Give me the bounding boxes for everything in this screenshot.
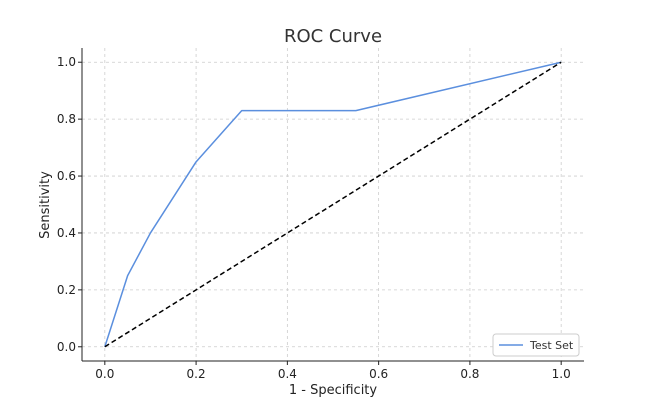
chart-title: ROC Curve <box>284 26 382 47</box>
series-line-test-set <box>104 61 562 347</box>
grid-lines <box>82 48 584 361</box>
legend: Test Set <box>492 333 580 357</box>
y-tick-label-5: 1.0 <box>57 55 76 69</box>
x-tick-label-1: 0.2 <box>187 367 206 381</box>
x-axis-label: 1 - Specificity <box>289 383 378 398</box>
y-tick-label-1: 0.2 <box>57 283 76 297</box>
x-tick-label-2: 0.4 <box>278 367 297 381</box>
axes <box>81 48 584 362</box>
y-tick-label-0: 0.0 <box>57 340 76 354</box>
x-tick-label-3: 0.6 <box>369 367 388 381</box>
y-tick-label-3: 0.6 <box>57 169 76 183</box>
x-tick-label-4: 0.8 <box>460 367 479 381</box>
legend-box <box>492 333 580 357</box>
ticks: 0.0 0.2 0.4 0.6 0.8 1.0 0.0 0.2 0.4 0.6 0.8 1.0 <box>57 55 571 381</box>
y-axis-label: Sensitivity <box>38 171 53 239</box>
x-tick-label-5: 1.0 <box>552 367 571 381</box>
series-layer <box>104 61 562 348</box>
x-tick-label-0: 0.0 <box>95 367 114 381</box>
legend-label-test-set: Test Set <box>529 339 574 352</box>
y-tick-label-2: 0.4 <box>57 226 76 240</box>
y-tick-label-4: 0.8 <box>57 112 76 126</box>
chance-diagonal-line <box>104 61 562 348</box>
